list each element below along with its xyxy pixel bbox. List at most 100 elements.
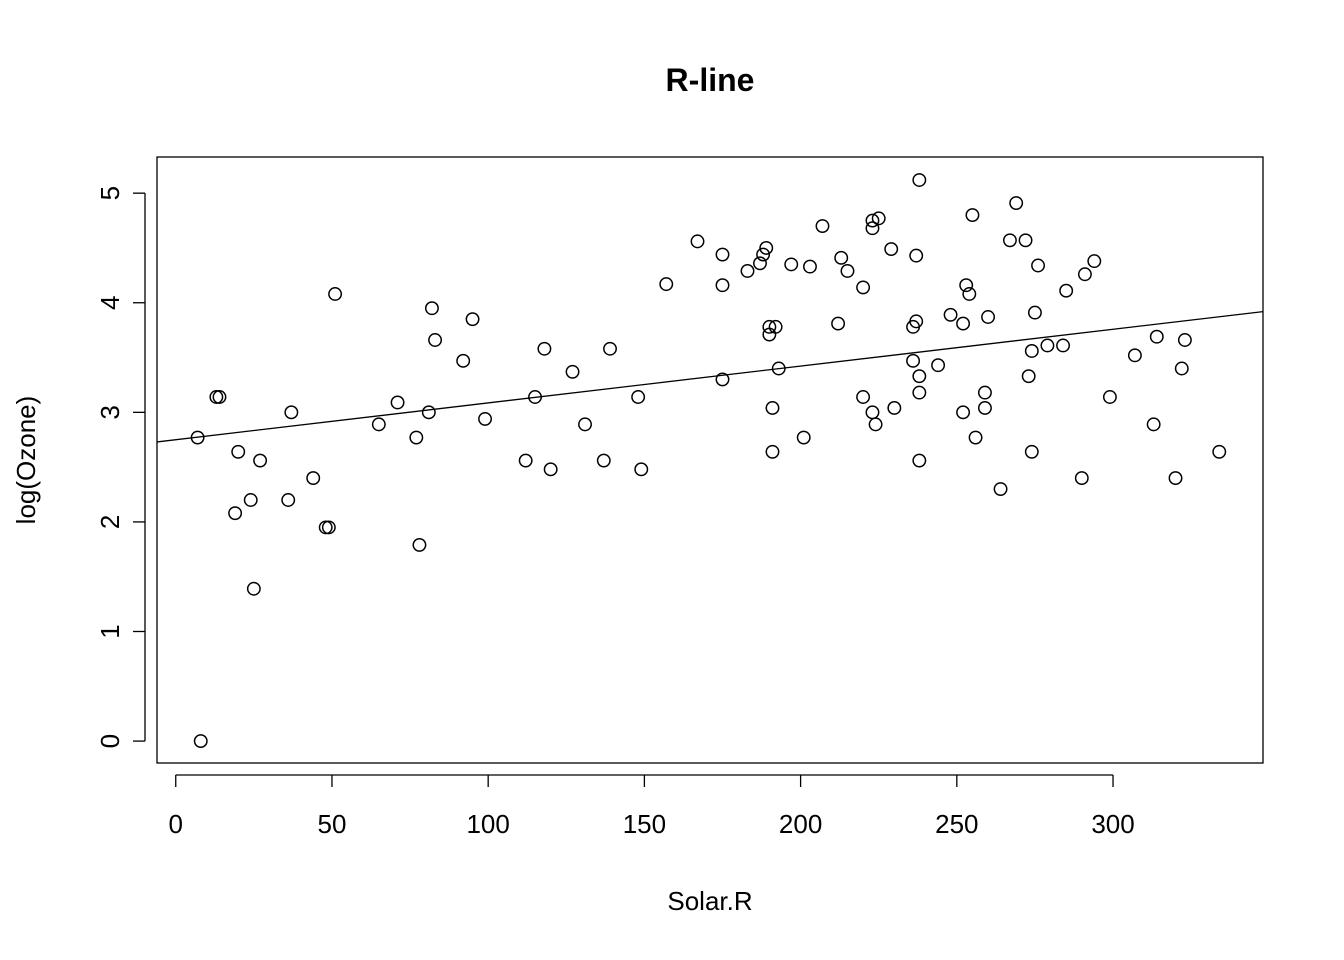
data-point (784, 257, 799, 272)
data-point (762, 327, 777, 342)
y-axis-label: log(Ozone) (11, 396, 41, 525)
data-point (518, 453, 533, 468)
y-tick-label: 4 (95, 296, 125, 310)
data-point (1149, 329, 1164, 344)
data-point (634, 462, 649, 477)
data-point (478, 411, 493, 426)
chart-title: R-line (666, 62, 755, 98)
data-point (815, 219, 830, 233)
data-point (912, 453, 927, 468)
data-point (868, 417, 883, 432)
data-point (871, 211, 886, 226)
x-axis: 0 50 100 150 200 250 300 (169, 774, 1135, 839)
data-point (943, 307, 958, 322)
data-point (465, 312, 480, 327)
data-point (421, 405, 436, 420)
data-point (1059, 283, 1074, 298)
data-point (803, 259, 817, 274)
data-point (424, 301, 439, 316)
data-point (753, 256, 767, 271)
data-point (631, 390, 646, 404)
data-point (306, 471, 321, 486)
data-point (759, 241, 774, 255)
data-point (931, 358, 946, 373)
data-point (1077, 267, 1092, 282)
data-point (962, 287, 977, 301)
data-point (956, 316, 971, 331)
data-point (596, 453, 611, 468)
y-tick-label: 0 (95, 734, 125, 748)
data-point (993, 482, 1008, 496)
data-point (1102, 390, 1117, 404)
data-point (690, 234, 705, 249)
data-point (1074, 471, 1089, 486)
data-point (840, 264, 855, 278)
data-point (603, 341, 617, 356)
data-point (1127, 348, 1142, 363)
data-point (537, 341, 552, 356)
data-point (715, 372, 730, 387)
data-point (765, 400, 780, 415)
y-axis: 0 1 2 3 4 5 (95, 186, 146, 748)
data-point (771, 361, 786, 376)
data-point (1146, 417, 1161, 432)
data-point (831, 316, 846, 331)
data-point (1168, 471, 1183, 486)
data-point (762, 319, 777, 334)
x-tick-label: 100 (466, 809, 509, 839)
data-point (1018, 233, 1033, 248)
data-point (765, 444, 780, 459)
data-point (318, 520, 333, 535)
data-point (865, 213, 880, 228)
data-point (965, 208, 980, 223)
data-point (912, 173, 927, 187)
data-point (412, 537, 427, 552)
data-point (284, 405, 299, 420)
data-point (981, 310, 996, 324)
y-tick-label: 3 (95, 405, 125, 419)
data-point (1009, 196, 1024, 210)
regression-line-group (156, 310, 1264, 443)
data-point (912, 385, 927, 400)
data-point (796, 430, 811, 445)
data-point (193, 734, 208, 749)
scatter-points (190, 173, 1227, 749)
data-point (909, 248, 924, 263)
x-tick-label: 200 (779, 809, 822, 839)
data-point (371, 417, 386, 432)
data-point (565, 364, 580, 379)
data-point (328, 287, 343, 301)
data-point (243, 493, 258, 507)
data-point (253, 453, 268, 468)
data-point (856, 280, 871, 295)
data-point (1177, 333, 1192, 347)
y-tick-label: 2 (95, 515, 125, 529)
data-point (768, 319, 783, 334)
data-point (1087, 254, 1102, 269)
data-point (715, 247, 730, 262)
data-point (1027, 305, 1042, 320)
regression-line (156, 310, 1264, 443)
data-point (409, 430, 424, 445)
data-point (231, 444, 246, 459)
data-point (659, 277, 674, 292)
x-tick-label: 50 (317, 809, 346, 839)
data-point (246, 581, 261, 596)
data-point (756, 247, 771, 262)
data-point (956, 405, 971, 420)
data-point (212, 390, 227, 404)
data-point (856, 390, 871, 404)
data-point (912, 369, 927, 384)
data-point (865, 221, 880, 236)
data-point (906, 353, 921, 368)
data-point (909, 314, 924, 329)
y-tick-label: 1 (95, 624, 125, 638)
data-point (228, 506, 243, 521)
x-tick-label: 300 (1091, 809, 1134, 839)
data-point (209, 390, 224, 404)
data-point (1024, 444, 1039, 459)
data-point (834, 250, 849, 265)
data-point (321, 520, 336, 535)
data-point (190, 430, 205, 445)
